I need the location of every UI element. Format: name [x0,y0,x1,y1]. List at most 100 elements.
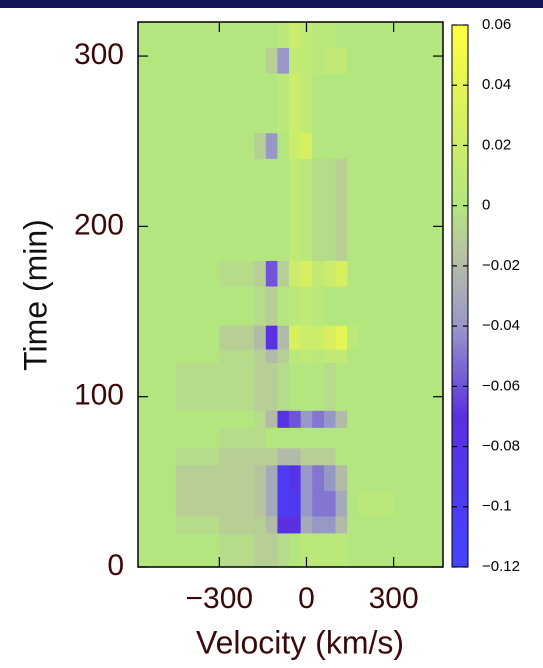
heat-cell [266,286,278,326]
heat-cell [347,325,359,349]
heat-cell [394,22,444,48]
colorbar-label: −0.08 [482,438,520,455]
heat-cell [277,325,289,349]
heat-cell [176,533,220,568]
heat-cell [266,465,278,491]
heat-cell [219,448,254,466]
heat-cell [394,363,444,411]
heat-cell [219,22,254,48]
heat-cell [347,22,359,48]
heat-cell [254,410,266,428]
heat-cell [324,349,336,363]
heat-cell [138,73,176,133]
heat-cell [176,349,220,363]
heat-cell [277,448,289,466]
heat-cell [359,133,394,159]
heat-cell [301,363,313,411]
heat-cell [219,325,254,349]
heat-cell [347,427,359,448]
heat-cell [289,22,301,48]
heat-cell [176,48,220,74]
heat-cell [277,73,289,133]
heat-cell [138,533,176,568]
heat-cell [266,349,278,363]
heat-cell [277,410,289,428]
colorbar-label: 0.04 [482,76,511,93]
heat-cell [336,158,348,261]
heat-cell [138,349,176,363]
heat-cell [347,158,359,261]
heat-cell [289,465,301,491]
y-tick-label: 300 [74,38,124,71]
heat-cell [359,158,394,261]
heat-cell [324,73,336,133]
heat-cell [277,490,289,516]
colorbar-label: 0.06 [482,16,511,33]
heat-cell [219,349,254,363]
heat-cell [312,533,324,568]
heat-cell [138,286,176,326]
heat-cell [138,490,176,516]
colorbar-label: −0.04 [482,317,520,334]
heat-cell [277,427,289,448]
heat-cell [336,133,348,159]
heat-cell [266,73,278,133]
heat-cell [347,349,359,363]
heat-cell [336,410,348,428]
heat-cell [312,260,324,286]
heat-cell [312,363,324,411]
heat-cell [336,48,348,74]
colorbar-label: 0 [482,197,490,214]
heat-cell [219,48,254,74]
heat-cell [176,363,220,411]
heat-cell [289,48,301,74]
heat-cell [394,465,444,491]
heat-cell [266,516,278,534]
heat-cell [336,516,348,534]
heat-cell [176,73,220,133]
heat-cell [347,73,359,133]
heat-cell [324,325,336,349]
heat-cell [277,363,289,411]
heat-cell [254,73,266,133]
x-axis-label: Velocity (km/s) [196,624,404,660]
heat-cell [347,533,359,568]
heat-cell [254,533,266,568]
heat-cell [324,490,336,516]
heat-cell [301,286,313,326]
x-tick-label: −300 [186,582,254,615]
heat-cell [301,325,313,349]
heat-cell [336,349,348,363]
heat-cell [176,133,220,159]
heat-cell [289,286,301,326]
heat-cell [254,448,266,466]
heat-cell [359,448,394,466]
heat-cell [347,286,359,326]
heat-cell [266,410,278,428]
heat-cell [277,133,289,159]
colorbar-label: −0.12 [482,558,520,575]
heat-cell [289,410,301,428]
heat-cell [219,133,254,159]
heat-cell [347,465,359,491]
heat-cell [254,363,266,411]
heat-cell [359,410,394,428]
heat-cell [312,427,324,448]
heat-cell [394,533,444,568]
heat-cell [254,427,266,448]
heat-cell [312,48,324,74]
heat-cell [312,73,324,133]
heat-cell [359,427,394,448]
heat-cell [312,22,324,48]
colorbar-label: −0.1 [482,498,512,515]
heat-cell [266,158,278,261]
heat-cell [301,465,313,491]
heat-cell [138,363,176,411]
heat-cell [336,427,348,448]
heat-cell [289,73,301,133]
heat-cell [301,260,313,286]
colorbar-label: −0.02 [482,257,520,274]
x-tick-label: 0 [298,582,315,615]
heat-cell [254,48,266,74]
heat-cell [289,133,301,159]
